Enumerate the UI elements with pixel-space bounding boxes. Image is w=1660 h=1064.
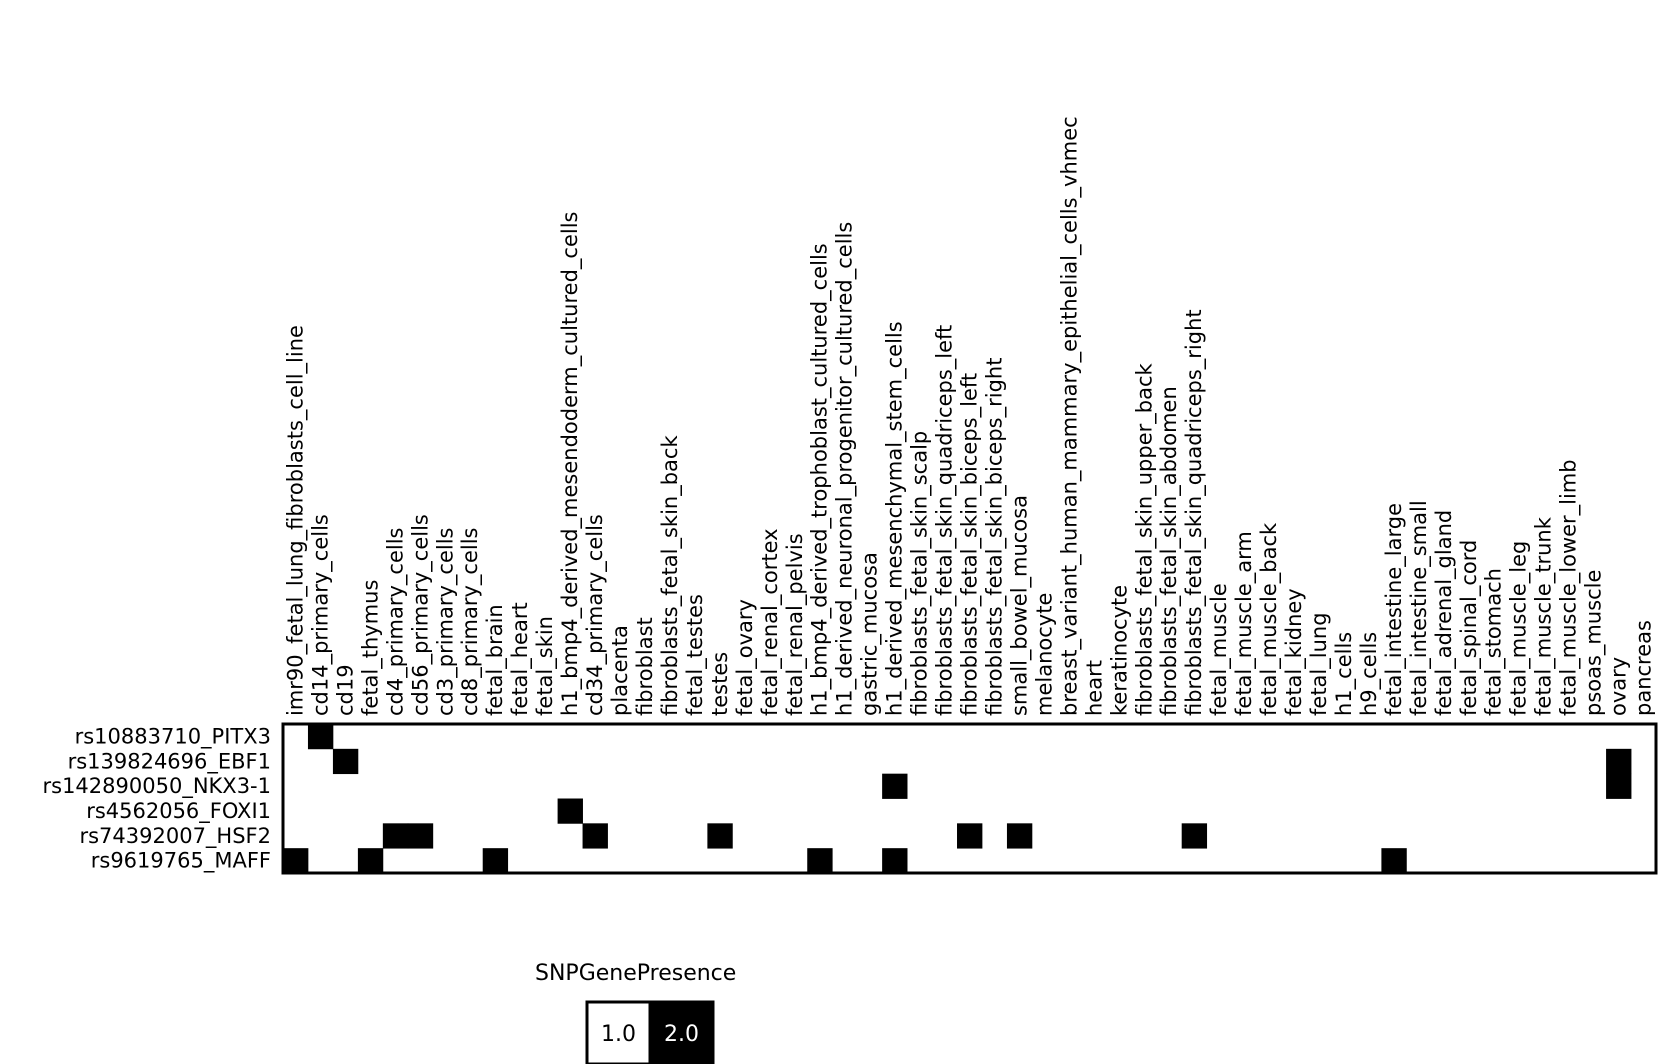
column-label: fibroblasts_fetal_skin_quadriceps_right — [1182, 309, 1207, 716]
column-label: gastric_mucosa — [858, 552, 883, 716]
column-label: fetal_heart — [508, 602, 533, 716]
column-label: psoas_muscle — [1582, 570, 1607, 716]
legend: SNPGenePresence 1.0 2.0 — [535, 961, 736, 1064]
column-label: heart — [1082, 660, 1106, 716]
column-label: fetal_muscle_back — [1257, 522, 1282, 716]
column-label: fetal_ovary — [733, 599, 758, 716]
column-label: fetal_muscle_arm — [1232, 531, 1257, 716]
heatmap-cell — [283, 848, 309, 874]
heatmap-cell — [482, 848, 509, 874]
heatmap-cell — [1606, 773, 1632, 799]
column-label: fibroblasts_fetal_skin_quadriceps_left — [933, 325, 958, 716]
column-label: breast_variant_human_mammary_epithelial_… — [1057, 116, 1082, 716]
column-label: fetal_muscle — [1207, 583, 1232, 716]
column-labels: imr90_fetal_lung_fibroblasts_cell_line cd… — [283, 116, 1655, 716]
column-label: imr90_fetal_lung_fibroblasts_cell_line — [283, 325, 308, 716]
heatmap-cell — [1006, 823, 1033, 849]
column-label: fetal_intestine_small — [1407, 500, 1432, 716]
column-label: fetal_stomach — [1482, 568, 1507, 716]
column-label: cd56_primary_cells — [408, 514, 433, 716]
legend-label: 2.0 — [664, 1022, 699, 1047]
heatmap-cell — [382, 823, 409, 849]
column-label: fibroblast — [633, 617, 657, 716]
column-label: h1_derived_mesenchymal_stem_cells — [883, 321, 908, 716]
heatmap-cell — [882, 848, 908, 874]
row-label: rs10883710_PITX3 — [75, 724, 271, 749]
row-label: rs74392007_HSF2 — [79, 824, 271, 849]
column-label: fetal_renal_cortex — [758, 528, 783, 716]
legend-swatch — [585, 1000, 652, 1064]
column-label: keratinocyte — [1107, 585, 1131, 716]
heatmap-cell — [957, 823, 983, 849]
column-label: ovary — [1607, 657, 1631, 716]
column-label: fetal_muscle_lower_limb — [1557, 459, 1582, 716]
column-label: fetal_thymus — [358, 580, 383, 716]
column-label: cd4_primary_cells — [383, 528, 408, 717]
column-label: fetal_spinal_cord — [1457, 540, 1482, 716]
heatmap-cell — [1181, 823, 1208, 849]
legend-label: 1.0 — [601, 1022, 636, 1047]
column-label: cd14_primary_cells — [308, 514, 333, 716]
heatmap-cell — [707, 823, 733, 849]
column-label: fetal_intestine_large — [1382, 503, 1407, 716]
column-label: placenta — [608, 625, 632, 716]
column-label: cd19 — [333, 664, 357, 716]
column-label: fetal_kidney — [1282, 588, 1307, 716]
heatmap-cell — [557, 798, 583, 824]
heatmap-cell — [332, 748, 359, 775]
heatmap-cells — [283, 724, 1632, 874]
column-label: fibroblasts_fetal_skin_upper_back — [1132, 363, 1157, 716]
row-label: rs139824696_EBF1 — [68, 749, 271, 774]
column-label: fibroblasts_fetal_skin_back — [658, 435, 683, 716]
column-label: h1_bmp4_derived_trophoblast_cultured_cel… — [808, 243, 833, 716]
row-label: rs142890050_NKX3-1 — [43, 774, 272, 799]
column-label: testes — [708, 652, 732, 716]
column-label: h1_cells — [1332, 632, 1357, 716]
heatmap-cell — [407, 823, 434, 849]
column-label: small_bowel_mucosa — [1007, 495, 1032, 716]
column-label: fibroblasts_fetal_skin_biceps_right — [982, 358, 1007, 716]
legend-title: SNPGenePresence — [535, 961, 736, 986]
column-label: fetal_adrenal_gland — [1432, 510, 1457, 716]
column-label: h1_bmp4_derived_mesendoderm_cultured_cel… — [558, 212, 583, 716]
row-labels: rs10883710_PITX3rs139824696_EBF1rs142890… — [43, 724, 272, 873]
plot-frame — [281, 722, 1658, 875]
column-label: pancreas — [1632, 620, 1656, 716]
column-label: cd34_primary_cells — [583, 514, 608, 716]
legend-items: 1.0 2.0 — [585, 1000, 715, 1064]
column-label: h9_cells — [1357, 632, 1382, 716]
heatmap-cell — [882, 773, 908, 799]
column-label: fibroblasts_fetal_skin_biceps_left — [958, 373, 983, 716]
heatmap-cell — [307, 724, 334, 750]
heatmap-cell — [807, 848, 833, 874]
column-label: fetal_lung — [1307, 612, 1332, 716]
heatmap-cell — [1381, 848, 1407, 874]
column-label: h1_derived_neuronal_progenitor_cultured_… — [833, 222, 858, 716]
row-label: rs9619765_MAFF — [91, 849, 271, 874]
column-label: fetal_muscle_trunk — [1532, 516, 1557, 716]
column-label: melanocyte — [1032, 593, 1056, 716]
column-label: cd3_primary_cells — [433, 528, 458, 717]
legend-swatch — [648, 1000, 715, 1064]
column-label: fetal_brain — [483, 604, 508, 716]
column-label: fetal_skin — [533, 616, 558, 716]
heatmap-cell — [1606, 748, 1632, 775]
row-label: rs4562056_FOXI1 — [86, 799, 271, 824]
column-label: fibroblasts_fetal_skin_abdomen — [1157, 386, 1182, 716]
column-label: fetal_testes — [683, 594, 708, 716]
column-label: cd8_primary_cells — [458, 528, 483, 717]
heatmap-cell — [582, 823, 608, 849]
heatmap-cell — [357, 848, 384, 874]
column-label: fetal_renal_pelvis — [783, 533, 808, 716]
column-label: fibroblasts_fetal_skin_scalp — [908, 431, 933, 716]
column-label: fetal_muscle_leg — [1507, 541, 1532, 716]
